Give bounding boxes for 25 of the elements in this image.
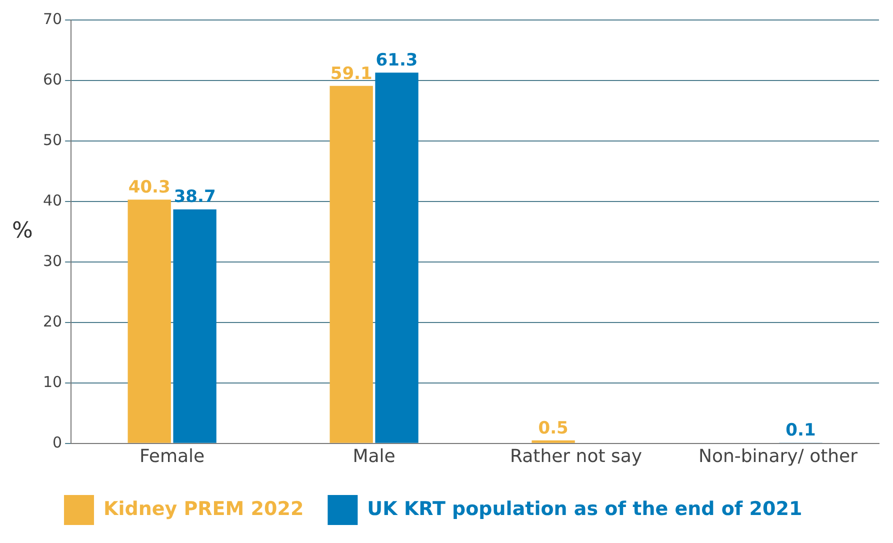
y-tick-label: 50 [42,130,62,149]
data-label: 0.1 [786,420,816,441]
y-tick-label: 20 [42,312,62,330]
x-tick-label: Male [352,446,396,467]
data-label: 40.3 [128,178,170,198]
data-label: 61.3 [376,50,418,71]
x-tick-label: Non-binary/ other [698,446,858,467]
bar [330,86,373,443]
bar [375,72,418,443]
y-tick-label: 70 [42,10,62,28]
x-tick-label: Female [140,446,205,467]
x-tick-label: Rather not say [510,446,642,467]
y-tick-label: 10 [42,372,62,391]
y-tick-label: 40 [42,191,62,210]
legend-label: Kidney PREM 2022 [104,498,304,520]
data-label: 59.1 [330,64,372,84]
bar [532,440,575,443]
y-tick-label: 0 [52,433,62,452]
y-tick-label: 30 [42,252,62,270]
data-label: 0.5 [538,418,568,438]
y-tick-label: 60 [42,70,62,88]
bar [128,200,171,443]
bar [173,209,216,443]
legend-label: UK KRT population as of the end of 2021 [367,498,802,520]
y-axis-title: % [12,218,33,244]
